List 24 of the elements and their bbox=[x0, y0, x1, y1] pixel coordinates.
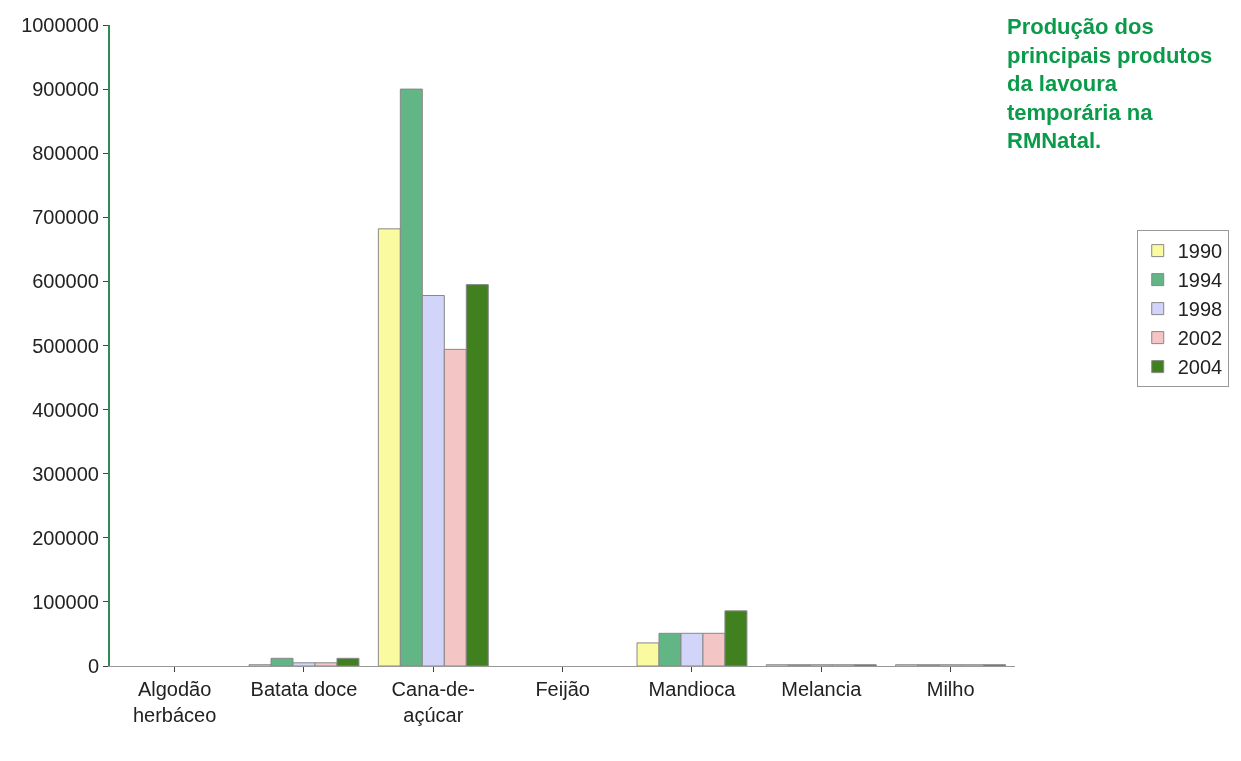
x-tick-label: Cana-de- açúcar bbox=[391, 678, 476, 726]
x-tick-label: Mandioca bbox=[648, 678, 737, 700]
y-tick-label: 600000 bbox=[32, 270, 99, 293]
y-tick-label: 200000 bbox=[32, 526, 99, 549]
y-tick-label: 800000 bbox=[32, 142, 99, 165]
y-tick-label: 500000 bbox=[32, 334, 99, 357]
x-tick-label: Milho bbox=[926, 678, 975, 700]
x-tick-label: Feijão bbox=[535, 678, 590, 700]
y-tick-label: 900000 bbox=[32, 78, 99, 101]
y-tick-label: 400000 bbox=[32, 398, 99, 421]
legend-label: 2004 bbox=[1177, 356, 1223, 379]
y-tick-label: 700000 bbox=[32, 206, 99, 229]
x-tick-label: Algodão herbáceo bbox=[132, 678, 217, 726]
y-tick-label: 1000000 bbox=[21, 14, 99, 36]
text: Produção dos principais produtos da lavoura temporária na RMNatal. bbox=[1007, 14, 1213, 154]
y-tick-label: 0 bbox=[87, 655, 99, 677]
legend-label: 1990 bbox=[1177, 240, 1223, 263]
legend-label: 2002 bbox=[1177, 327, 1223, 350]
y-tick-label: 100000 bbox=[32, 590, 99, 613]
x-tick-label: Melancia bbox=[781, 678, 863, 700]
x-tick-label: Batata doce bbox=[250, 678, 358, 700]
legend-label: 1994 bbox=[1177, 269, 1223, 292]
legend-label: 1998 bbox=[1177, 298, 1223, 321]
y-tick-label: 300000 bbox=[32, 462, 99, 485]
